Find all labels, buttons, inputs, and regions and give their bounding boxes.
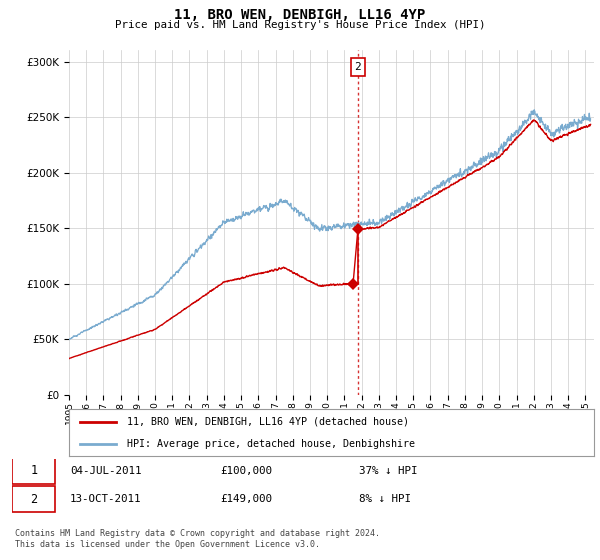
Text: 11, BRO WEN, DENBIGH, LL16 4YP: 11, BRO WEN, DENBIGH, LL16 4YP [175, 8, 425, 22]
Text: 2: 2 [355, 62, 361, 72]
Text: 8% ↓ HPI: 8% ↓ HPI [359, 494, 412, 504]
Text: HPI: Average price, detached house, Denbighshire: HPI: Average price, detached house, Denb… [127, 438, 415, 449]
FancyBboxPatch shape [12, 458, 55, 484]
Text: Price paid vs. HM Land Registry's House Price Index (HPI): Price paid vs. HM Land Registry's House … [115, 20, 485, 30]
Text: 13-OCT-2011: 13-OCT-2011 [70, 494, 142, 504]
Text: 1: 1 [30, 464, 37, 477]
FancyBboxPatch shape [12, 486, 55, 512]
Text: 2: 2 [30, 493, 37, 506]
Text: Contains HM Land Registry data © Crown copyright and database right 2024.
This d: Contains HM Land Registry data © Crown c… [15, 529, 380, 549]
Text: £149,000: £149,000 [220, 494, 272, 504]
Text: £100,000: £100,000 [220, 466, 272, 476]
Text: 04-JUL-2011: 04-JUL-2011 [70, 466, 142, 476]
Text: 11, BRO WEN, DENBIGH, LL16 4YP (detached house): 11, BRO WEN, DENBIGH, LL16 4YP (detached… [127, 417, 409, 427]
Text: 37% ↓ HPI: 37% ↓ HPI [359, 466, 418, 476]
